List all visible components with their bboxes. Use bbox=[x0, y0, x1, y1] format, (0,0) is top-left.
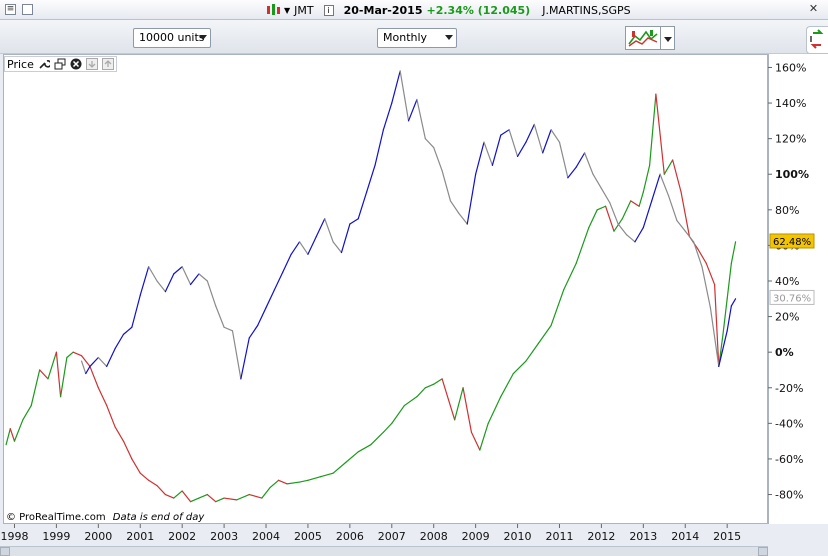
period-select-value: Monthly bbox=[383, 31, 428, 44]
window-menu-icon[interactable]: ≡ bbox=[5, 4, 16, 15]
info-icon[interactable]: i bbox=[323, 4, 334, 16]
side-panel-tab[interactable] bbox=[806, 26, 828, 54]
scroll-right-button[interactable] bbox=[758, 547, 768, 556]
quote-date: 20-Mar-2015 bbox=[343, 3, 423, 17]
data-note: Data is end of day bbox=[112, 512, 205, 523]
close-icon[interactable]: ✕ bbox=[808, 2, 819, 15]
period-select[interactable]: Monthly bbox=[377, 28, 457, 48]
copyright-text: © ProRealTime.com bbox=[6, 512, 106, 523]
maximize-icon[interactable] bbox=[22, 4, 33, 15]
quote-change: +2.34% (12.045) bbox=[426, 3, 531, 17]
company-name: J.MARTINS,SGPS bbox=[542, 3, 631, 17]
price-indicator-header: Price bbox=[4, 56, 117, 72]
move-down-icon[interactable] bbox=[85, 58, 98, 70]
wrench-icon[interactable] bbox=[38, 58, 50, 70]
title-bar: ≡ ✕ ▼ JMT i 20-Mar-2015 +2.34% (12.045) … bbox=[0, 0, 828, 20]
chart-type-dropdown[interactable] bbox=[661, 26, 675, 50]
footer-note: © ProRealTime.com Data is end of day bbox=[6, 512, 204, 523]
chevron-down-icon bbox=[199, 35, 207, 40]
title-info: ▼ JMT i 20-Mar-2015 +2.34% (12.045) J.MA… bbox=[266, 3, 631, 17]
toolbar: 10000 units Monthly bbox=[0, 20, 828, 54]
units-select-value: 10000 units bbox=[139, 31, 205, 44]
price-label: Price bbox=[7, 57, 34, 71]
horizontal-scrollbar[interactable] bbox=[0, 546, 768, 556]
chart-type-button[interactable] bbox=[625, 26, 661, 50]
symbol-label[interactable]: JMT bbox=[294, 3, 314, 17]
candlestick-icon[interactable] bbox=[266, 4, 280, 16]
dropdown-arrow-icon[interactable]: ▼ bbox=[284, 5, 291, 15]
chevron-down-icon bbox=[445, 35, 453, 40]
scroll-left-button[interactable] bbox=[0, 547, 10, 556]
units-select[interactable]: 10000 units bbox=[133, 28, 211, 48]
y-axis-panel[interactable] bbox=[768, 54, 828, 524]
windows-icon[interactable] bbox=[54, 58, 66, 70]
remove-icon[interactable] bbox=[70, 58, 82, 70]
x-axis-panel[interactable] bbox=[0, 524, 768, 548]
chart-type-icon bbox=[628, 30, 658, 47]
move-up-icon[interactable] bbox=[101, 58, 114, 70]
chart-panel[interactable] bbox=[3, 54, 768, 524]
arrows-icon bbox=[810, 29, 824, 49]
